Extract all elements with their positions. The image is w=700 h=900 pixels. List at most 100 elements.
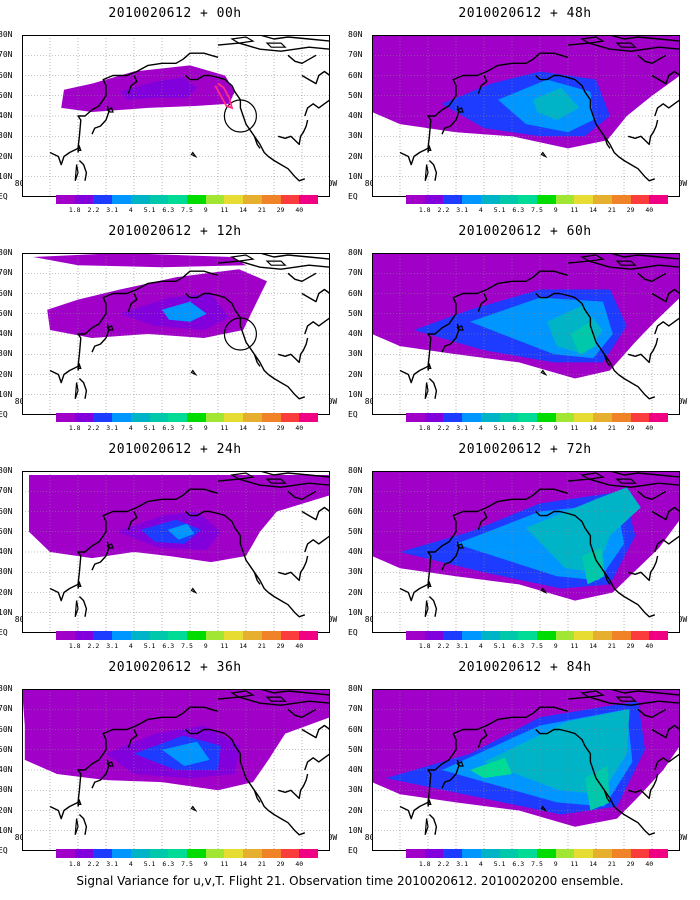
colorbar-labels: 1.8 2.2 3.1 4 5.1 6.3 7.5 9 11 14 21 29 40 — [56, 424, 318, 434]
island-outline — [190, 805, 198, 813]
colorbar-label: 11 — [570, 860, 579, 868]
island-outline — [580, 472, 605, 480]
colorbar-swatch — [280, 849, 300, 858]
colorbar-label: 3.1 — [106, 424, 119, 432]
coastline — [651, 288, 680, 303]
colorbar-swatch — [611, 849, 631, 858]
coastline — [654, 753, 680, 771]
latitude-label: 30N — [348, 567, 363, 577]
colorbar-swatch — [130, 849, 150, 858]
coastline — [287, 272, 317, 282]
latitude-label: 20N — [348, 369, 363, 379]
latitude-label: 80N — [0, 684, 13, 693]
colorbar-label: 29 — [276, 424, 285, 432]
coastline — [532, 270, 569, 278]
latitude-label: 20N — [348, 587, 363, 597]
colorbar-label: 3.1 — [456, 206, 469, 214]
latitude-label: 10N — [0, 171, 13, 181]
coastline — [637, 54, 667, 64]
panel-title: 2010020612 + 36h — [108, 660, 242, 675]
map-panel: 2010020612 + 72h 80N 70N 60N 50N 40N 30N 20N 10N… — [348, 436, 700, 661]
colorbar-label: 4 — [478, 860, 483, 868]
colorbar-swatch — [112, 195, 131, 204]
coastline — [399, 58, 534, 166]
island-outline — [540, 587, 548, 595]
latitude-label: 40N — [0, 329, 13, 338]
variance-map — [372, 253, 680, 415]
colorbar-swatch — [518, 413, 538, 422]
colorbar-label: 1.8 — [68, 424, 81, 432]
panel-title: 2010020612 + 84h — [458, 660, 592, 675]
variance-map — [22, 35, 330, 197]
colorbar-label: 4 — [128, 642, 133, 650]
colorbar-label: 6.3 — [162, 424, 175, 432]
colorbar-label: 29 — [276, 860, 285, 868]
island-outline — [456, 543, 464, 549]
coastline — [49, 276, 184, 384]
island-outline — [190, 151, 198, 159]
island-outline — [424, 382, 429, 399]
colorbar-swatch — [130, 195, 150, 204]
colorbar-label: 29 — [626, 206, 635, 214]
latitude-label: 40N — [348, 329, 363, 338]
colorbar-swatch — [224, 195, 244, 204]
latitude-label: 50N — [348, 526, 363, 536]
latitude-label: 50N — [348, 308, 363, 318]
longitude-label: 60W — [672, 615, 688, 624]
colorbar-label: 4 — [128, 424, 133, 432]
latitude-label: 30N — [0, 131, 13, 141]
latitude-label: 80N — [348, 466, 363, 475]
coastline — [609, 689, 680, 696]
colorbar-swatch — [243, 195, 262, 204]
colorbar-swatch — [243, 849, 262, 858]
colorbar-label: 5.1 — [493, 206, 506, 214]
panel-title: 2010020612 + 00h — [108, 6, 242, 21]
colorbar — [406, 413, 669, 422]
coastline — [49, 712, 184, 820]
island-outline — [424, 600, 429, 617]
coastline — [428, 377, 438, 399]
latitude-label: 20N — [348, 151, 363, 161]
colorbar-swatch — [499, 631, 519, 640]
colorbar-label: 3.1 — [106, 642, 119, 650]
colorbar-label: 2.2 — [437, 206, 450, 214]
coastline — [628, 555, 659, 582]
coastline — [49, 494, 184, 602]
colorbar-swatch — [187, 413, 206, 422]
island-outline — [190, 587, 198, 595]
coastline — [603, 354, 611, 367]
colorbar-label: 5.1 — [493, 642, 506, 650]
variance-contour — [162, 301, 207, 322]
colorbar-swatch — [261, 195, 281, 204]
island-outline — [456, 325, 464, 331]
map-panel: 2010020612 + 84h 80N 70N 60N 50N 40N 30N 20N 10N… — [348, 654, 700, 879]
coastline — [654, 535, 680, 553]
colorbar-swatch — [649, 413, 669, 422]
coastline — [477, 293, 488, 312]
observation-circle — [223, 317, 257, 351]
coastline — [253, 790, 261, 803]
colorbar-label: 7.5 — [531, 642, 543, 650]
latitude-label: 30N — [0, 349, 13, 359]
latitude-label: 70N — [0, 268, 13, 278]
latitude-label: 10N — [348, 607, 363, 617]
island-outline — [77, 144, 82, 152]
latitude-label: 10N — [348, 171, 363, 181]
coastline — [185, 74, 306, 182]
coastline — [654, 317, 680, 335]
colorbar-swatch — [130, 413, 150, 422]
colorbar-swatch — [205, 849, 225, 858]
colorbar — [56, 631, 319, 640]
latitude-label: 80N — [0, 248, 13, 257]
island-outline — [74, 164, 79, 181]
island-outline — [540, 151, 548, 159]
coastline — [532, 52, 569, 60]
colorbar-swatch — [462, 413, 481, 422]
colorbar-swatch — [280, 413, 300, 422]
latitude-label: 10N — [0, 389, 13, 399]
island-outline — [456, 761, 464, 767]
colorbar-labels: 1.8 2.2 3.1 4 5.1 6.3 7.5 9 11 14 21 29 40 — [406, 206, 668, 216]
latitude-label: 80N — [0, 30, 13, 39]
coastline — [399, 276, 534, 384]
coastline — [535, 74, 656, 182]
